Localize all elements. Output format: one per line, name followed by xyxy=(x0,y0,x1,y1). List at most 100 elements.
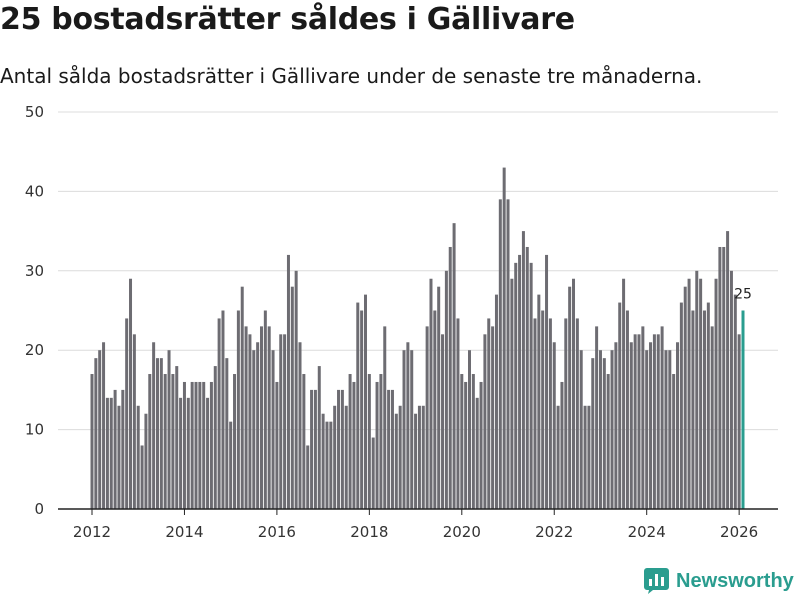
bar xyxy=(691,310,695,509)
bar xyxy=(494,294,498,509)
bar xyxy=(321,413,325,509)
bar xyxy=(340,389,344,509)
bar xyxy=(687,278,691,509)
bar xyxy=(591,358,595,509)
bar xyxy=(290,286,294,509)
bar xyxy=(213,366,217,509)
bar xyxy=(537,294,541,509)
bar xyxy=(317,366,321,509)
bar xyxy=(695,270,699,509)
newsworthy-logo-text: Newsworthy xyxy=(676,569,794,592)
bar xyxy=(483,334,487,509)
bar xyxy=(279,334,283,509)
bar xyxy=(629,342,633,509)
bar xyxy=(471,374,475,509)
bar xyxy=(514,262,518,509)
bar xyxy=(726,231,730,509)
data-label-latest: 25 xyxy=(734,287,752,303)
bar xyxy=(225,358,229,509)
bar xyxy=(510,278,514,509)
newsworthy-logo: Newsworthy xyxy=(644,568,794,594)
bar xyxy=(371,437,375,509)
bar xyxy=(444,270,448,509)
bar xyxy=(298,342,302,509)
bar xyxy=(683,286,687,509)
bar xyxy=(136,405,140,509)
bar xyxy=(194,381,198,509)
bar xyxy=(602,358,606,509)
x-axis: 2012 2014 2016 2018 2020 2022 2024 2026 xyxy=(58,508,778,541)
bar xyxy=(186,397,190,509)
bar xyxy=(656,334,660,509)
bar xyxy=(398,405,402,509)
bar xyxy=(622,278,626,509)
bar xyxy=(460,374,464,509)
bar xyxy=(313,389,317,509)
bar-latest xyxy=(741,310,745,509)
bar xyxy=(414,413,418,509)
bar xyxy=(252,350,256,509)
bar xyxy=(575,318,579,509)
bar xyxy=(572,278,576,509)
bar xyxy=(206,397,210,509)
bar xyxy=(163,374,167,509)
bar xyxy=(152,342,156,509)
bar xyxy=(244,326,248,509)
bar xyxy=(356,302,360,509)
bar xyxy=(564,318,568,509)
bar xyxy=(722,246,726,510)
bar xyxy=(502,167,506,509)
bar xyxy=(402,350,406,509)
y-tick-label: 20 xyxy=(25,341,44,359)
bar xyxy=(464,381,468,509)
bar xyxy=(367,374,371,509)
bar xyxy=(614,342,618,509)
bar xyxy=(294,270,298,509)
bar xyxy=(429,278,433,509)
bar xyxy=(171,374,175,509)
bar xyxy=(556,405,560,509)
x-tick-label: 2014 xyxy=(165,523,203,541)
bar xyxy=(706,302,710,509)
bar xyxy=(452,223,456,509)
bar xyxy=(729,270,733,509)
x-tick-label: 2020 xyxy=(443,523,481,541)
bar xyxy=(394,413,398,509)
bar xyxy=(518,254,522,509)
bar xyxy=(132,334,136,509)
bar xyxy=(548,318,552,509)
bar xyxy=(179,397,183,509)
bar xyxy=(541,310,545,509)
bar xyxy=(433,310,437,509)
page-subtitle: Antal sålda bostadsrätter i Gällivare un… xyxy=(0,64,703,88)
bar xyxy=(583,405,587,509)
bar xyxy=(364,294,367,509)
bar xyxy=(649,342,653,509)
bar xyxy=(379,374,383,509)
bar xyxy=(421,405,425,509)
bar xyxy=(310,389,314,509)
bar xyxy=(90,374,94,509)
bar xyxy=(606,374,610,509)
bar xyxy=(263,310,267,509)
bar xyxy=(560,381,564,509)
bar xyxy=(468,350,471,509)
bar xyxy=(306,445,310,509)
bar xyxy=(233,374,237,509)
bar xyxy=(699,278,703,509)
bar xyxy=(121,389,125,509)
bar xyxy=(98,350,102,509)
bar xyxy=(198,381,202,509)
bar xyxy=(387,389,391,509)
bar xyxy=(733,294,737,509)
bar xyxy=(645,350,649,509)
bar xyxy=(417,405,421,509)
bar xyxy=(668,350,672,509)
bar xyxy=(637,334,641,509)
newsworthy-logo-icon xyxy=(644,568,669,594)
bar xyxy=(456,318,460,509)
bar xyxy=(390,389,394,509)
bar xyxy=(579,350,583,509)
bar xyxy=(737,334,741,509)
